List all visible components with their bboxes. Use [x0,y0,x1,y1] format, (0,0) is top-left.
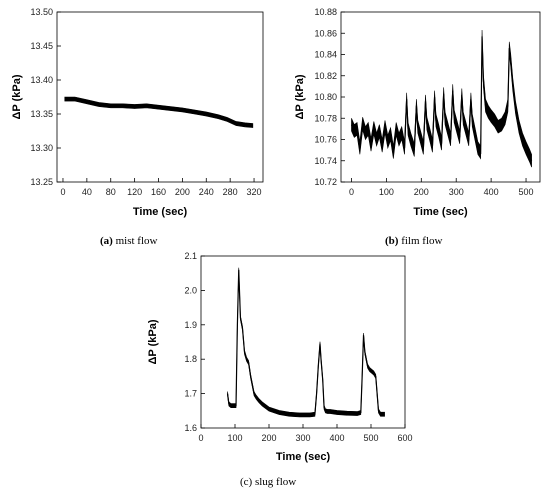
y-tick-label: 10.82 [314,71,337,81]
chart-mist-flow: 13.25 13.30 13.35 13.40 13.45 13.50 0 40 80 120 16… [11,7,264,247]
y-tick-label: 10.80 [314,92,337,102]
x-tick-label: 400 [329,433,344,443]
x-axis-label: Time (sec) [276,451,331,463]
data-line [64,98,253,127]
x-axis-label: Time (sec) [413,206,468,218]
x-tick-label: 200 [261,433,276,443]
x-tick-label: 400 [484,187,499,197]
x-tick-label: 200 [175,187,190,197]
caption: (a) mist flow [100,235,157,247]
y-tick-label: 13.25 [30,177,53,187]
x-tick-label: 80 [106,187,116,197]
y-tick-label: 10.76 [314,135,337,145]
chart-slug-flow: 1.6 1.7 1.8 1.9 2.0 2.1 0 100 200 300 400 500 600 Tim… [147,251,413,488]
y-tick-label: 2.0 [184,285,197,295]
y-tick-label: 10.84 [314,50,337,60]
y-tick-label: 1.6 [184,423,197,433]
x-tick-label: 600 [397,433,412,443]
x-tick-label: 500 [363,433,378,443]
chart-film-flow: 10.72 10.74 10.76 10.78 10.80 10.82 10.84 10.86… [294,7,541,247]
caption-letter: (a) [100,235,113,247]
y-tick-label: 10.78 [314,113,337,123]
caption-text: film flow [398,235,442,247]
x-tick-label: 100 [227,433,242,443]
x-tick-label: 0 [60,187,65,197]
x-tick-label: 240 [199,187,214,197]
x-tick-label: 300 [449,187,464,197]
y-tick-label: 2.1 [184,251,197,261]
y-axis-label: ΔP (kPa) [147,319,159,364]
caption-text: mist flow [113,235,158,247]
x-tick-label: 320 [247,187,262,197]
data-band [227,267,385,418]
x-tick-label: 40 [82,187,92,197]
x-tick-label: 500 [519,187,534,197]
caption: (c) slug flow [240,476,296,488]
y-tick-label: 13.50 [30,7,53,17]
y-tick-label: 13.40 [30,75,53,85]
x-tick-label: 300 [295,433,310,443]
caption-letter: (b) [385,235,399,247]
y-tick-label: 10.72 [314,177,337,187]
y-tick-label: 1.8 [184,354,197,364]
y-tick-label: 10.86 [314,28,337,38]
y-tick-label: 1.7 [184,389,197,399]
x-tick-label: 0 [198,433,203,443]
x-tick-label: 120 [127,187,142,197]
y-tick-label: 13.35 [30,109,53,119]
data-line [226,269,385,416]
plot-frame [56,11,264,183]
y-axis-label: ΔP (kPa) [294,74,306,119]
y-tick-label: 10.74 [314,156,337,166]
plot-frame [340,11,541,183]
y-tick-label: 13.30 [30,143,53,153]
x-tick-label: 200 [414,187,429,197]
caption: (b) film flow [385,235,443,247]
caption-text: (c) slug flow [240,476,296,488]
x-tick-label: 160 [151,187,166,197]
data-band [64,96,254,128]
x-tick-label: 0 [349,187,354,197]
data-band [351,30,532,168]
plot-frame [200,255,406,429]
y-tick-label: 1.9 [184,320,197,330]
y-tick-label: 13.45 [30,41,53,51]
x-tick-label: 280 [223,187,238,197]
data-line [350,36,533,161]
x-tick-label: 100 [379,187,394,197]
y-tick-label: 10.88 [314,7,337,17]
x-axis-label: Time (sec) [133,206,188,218]
y-axis-label: ΔP (kPa) [11,74,23,119]
